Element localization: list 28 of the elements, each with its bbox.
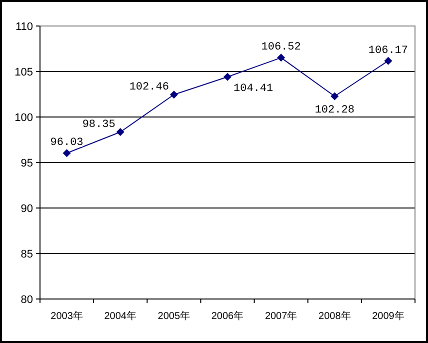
y-tick-label: 110 — [15, 21, 33, 33]
y-tick-label: 90 — [20, 203, 33, 215]
data-label: 96.03 — [50, 137, 84, 150]
point — [116, 128, 124, 136]
data-label: 106.17 — [368, 44, 408, 57]
x-tick-label: 2005年 — [158, 310, 190, 322]
data-label: 102.46 — [129, 82, 169, 94]
point — [224, 72, 232, 81]
x-tick-label: 2008年 — [318, 310, 351, 322]
point — [277, 54, 286, 62]
y-tick-label: 95 — [20, 158, 33, 170]
x-tick-label: 2003年 — [50, 310, 83, 322]
data-label: 98.35 — [82, 119, 116, 132]
x-tick-label: 2006年 — [211, 310, 244, 322]
data-label: 106.52 — [261, 42, 301, 54]
y-tick-label: 85 — [20, 248, 33, 260]
point — [330, 92, 339, 100]
point — [170, 90, 178, 99]
x-tick-label: 2004年 — [104, 310, 136, 322]
y-tick-label: 100 — [14, 112, 33, 124]
data-label: 102.28 — [314, 104, 354, 116]
point — [384, 56, 392, 65]
x-tick-label: 2007年 — [264, 310, 298, 322]
point — [62, 149, 71, 158]
y-tick-label: 80 — [20, 294, 33, 306]
data-label: 104.41 — [234, 82, 274, 95]
x-tick-label: 2009年 — [372, 310, 404, 322]
y-tick-label: 105 — [14, 66, 33, 78]
